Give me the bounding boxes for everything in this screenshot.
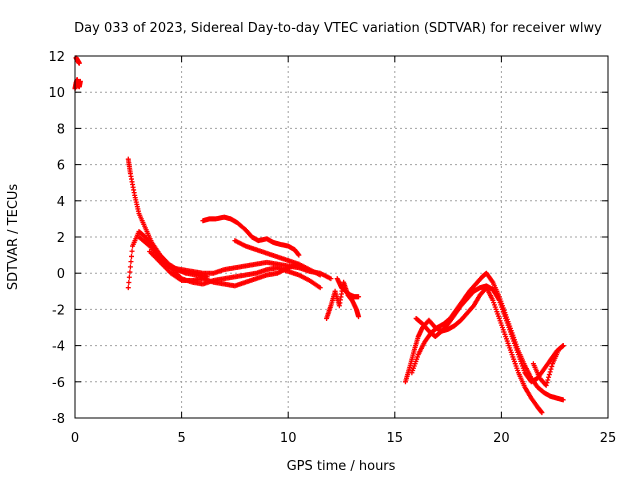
series-track-k [402, 285, 545, 416]
data-point [77, 78, 83, 84]
series-track-c [125, 156, 210, 280]
x-tick-label: 25 [600, 431, 617, 446]
data-point [546, 374, 552, 380]
data-point [547, 369, 553, 375]
x-tick-label: 15 [387, 431, 404, 446]
y-tick-label: 2 [57, 231, 65, 246]
y-tick-label: -8 [52, 412, 65, 427]
data-point [125, 285, 131, 291]
x-axis-ticks: 0 5 10 15 20 25 [71, 56, 616, 446]
x-tick-label: 5 [177, 431, 185, 446]
data-points [72, 55, 566, 416]
grid-lines [75, 56, 608, 418]
data-point [127, 264, 133, 270]
x-tick-label: 20 [493, 431, 510, 446]
series-track-g [200, 214, 302, 258]
series-track-n [530, 343, 566, 388]
data-point [317, 272, 323, 278]
y-tick-label: -2 [52, 303, 65, 318]
series-track-i [324, 279, 362, 321]
y-tick-label: 12 [48, 50, 65, 65]
series-track-b [72, 77, 83, 92]
y-tick-label: -4 [52, 340, 65, 355]
y-tick-label: 10 [48, 86, 65, 101]
data-point [560, 343, 566, 349]
data-point [548, 366, 554, 372]
y-tick-label: 0 [57, 267, 65, 282]
data-point [296, 252, 302, 258]
y-tick-label: -6 [52, 376, 65, 391]
data-point [546, 372, 552, 378]
chart-title: Day 033 of 2023, Sidereal Day-to-day VTE… [74, 21, 602, 36]
y-axis-ticks: -8 -6 -4 -2 0 2 4 6 8 10 12 [48, 50, 608, 427]
series-track-j [334, 276, 362, 300]
data-point [76, 60, 82, 66]
data-point [126, 279, 132, 285]
y-tick-label: 6 [57, 159, 65, 174]
data-point [544, 380, 550, 386]
x-tick-label: 0 [71, 431, 79, 446]
data-point [128, 253, 134, 259]
data-point [539, 410, 545, 416]
y-tick-label: 8 [57, 122, 65, 137]
data-point [126, 274, 132, 280]
data-point [317, 285, 323, 291]
data-point [356, 314, 362, 320]
data-point [560, 397, 566, 403]
data-point [545, 377, 551, 383]
series-track-m [413, 283, 566, 385]
series-track-h [232, 238, 323, 278]
data-point [129, 248, 135, 254]
y-axis-label: SDTVAR / TECUs [6, 184, 21, 291]
x-axis-label: GPS time / hours [287, 459, 396, 474]
y-tick-label: 4 [57, 195, 65, 210]
data-point [356, 294, 362, 300]
data-point [543, 382, 549, 388]
data-point [127, 269, 133, 275]
data-point [549, 363, 555, 369]
data-point [128, 259, 134, 265]
series-track-f [147, 248, 302, 289]
data-point [328, 276, 334, 282]
x-tick-label: 10 [280, 431, 297, 446]
